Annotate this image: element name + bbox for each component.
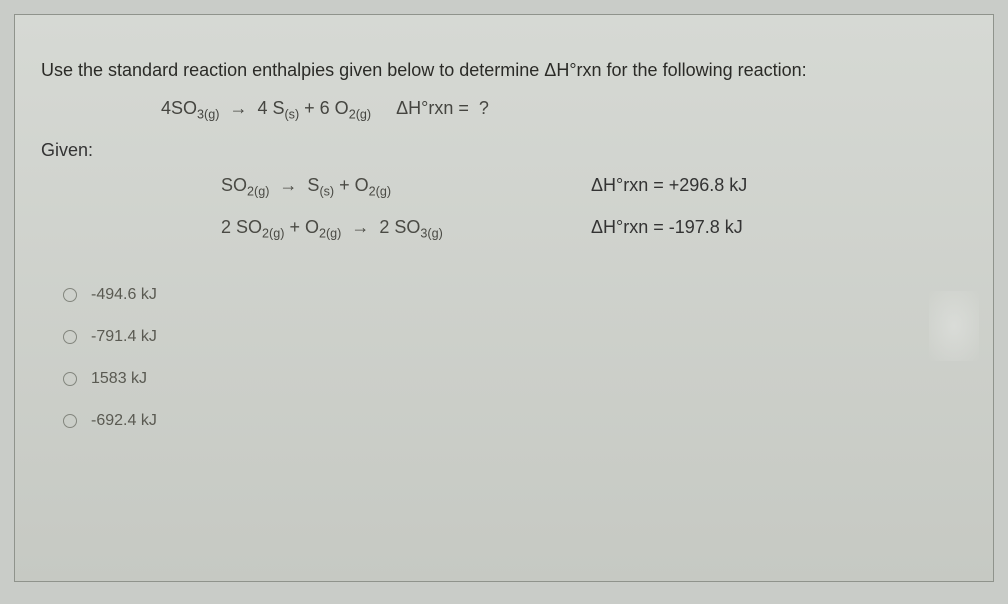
option-label: -791.4 kJ — [91, 328, 157, 346]
given-row: SO2(g) → S(s) + O2(g) ΔH°rxn = +296.8 kJ — [41, 175, 967, 199]
option-label: -692.4 kJ — [91, 412, 157, 430]
answer-option[interactable]: -494.6 kJ — [63, 286, 967, 304]
answer-option[interactable]: 1583 kJ — [63, 370, 967, 388]
radio-icon[interactable] — [63, 372, 77, 386]
option-label: -494.6 kJ — [91, 286, 157, 304]
radio-icon[interactable] — [63, 288, 77, 302]
target-reaction: 4SO3(g) → 4 S(s) + 6 O2(g) ΔH°rxn = ? — [161, 98, 967, 122]
radio-icon[interactable] — [63, 330, 77, 344]
answer-option[interactable]: -692.4 kJ — [63, 412, 967, 430]
given-dh-1: ΔH°rxn = +296.8 kJ — [591, 175, 747, 196]
radio-icon[interactable] — [63, 414, 77, 428]
answer-option[interactable]: -791.4 kJ — [63, 328, 967, 346]
given-row: 2 SO2(g) + O2(g) → 2 SO3(g) ΔH°rxn = -19… — [41, 217, 967, 241]
option-label: 1583 kJ — [91, 370, 147, 388]
given-equation-1: SO2(g) → S(s) + O2(g) — [41, 175, 591, 199]
answer-options: -494.6 kJ -791.4 kJ 1583 kJ -692.4 kJ — [63, 286, 967, 430]
given-equation-2: 2 SO2(g) + O2(g) → 2 SO3(g) — [41, 217, 591, 241]
given-label: Given: — [41, 140, 967, 161]
given-dh-2: ΔH°rxn = -197.8 kJ — [591, 217, 743, 238]
question-frame: Use the standard reaction enthalpies giv… — [14, 14, 994, 582]
question-text: Use the standard reaction enthalpies giv… — [41, 59, 967, 82]
